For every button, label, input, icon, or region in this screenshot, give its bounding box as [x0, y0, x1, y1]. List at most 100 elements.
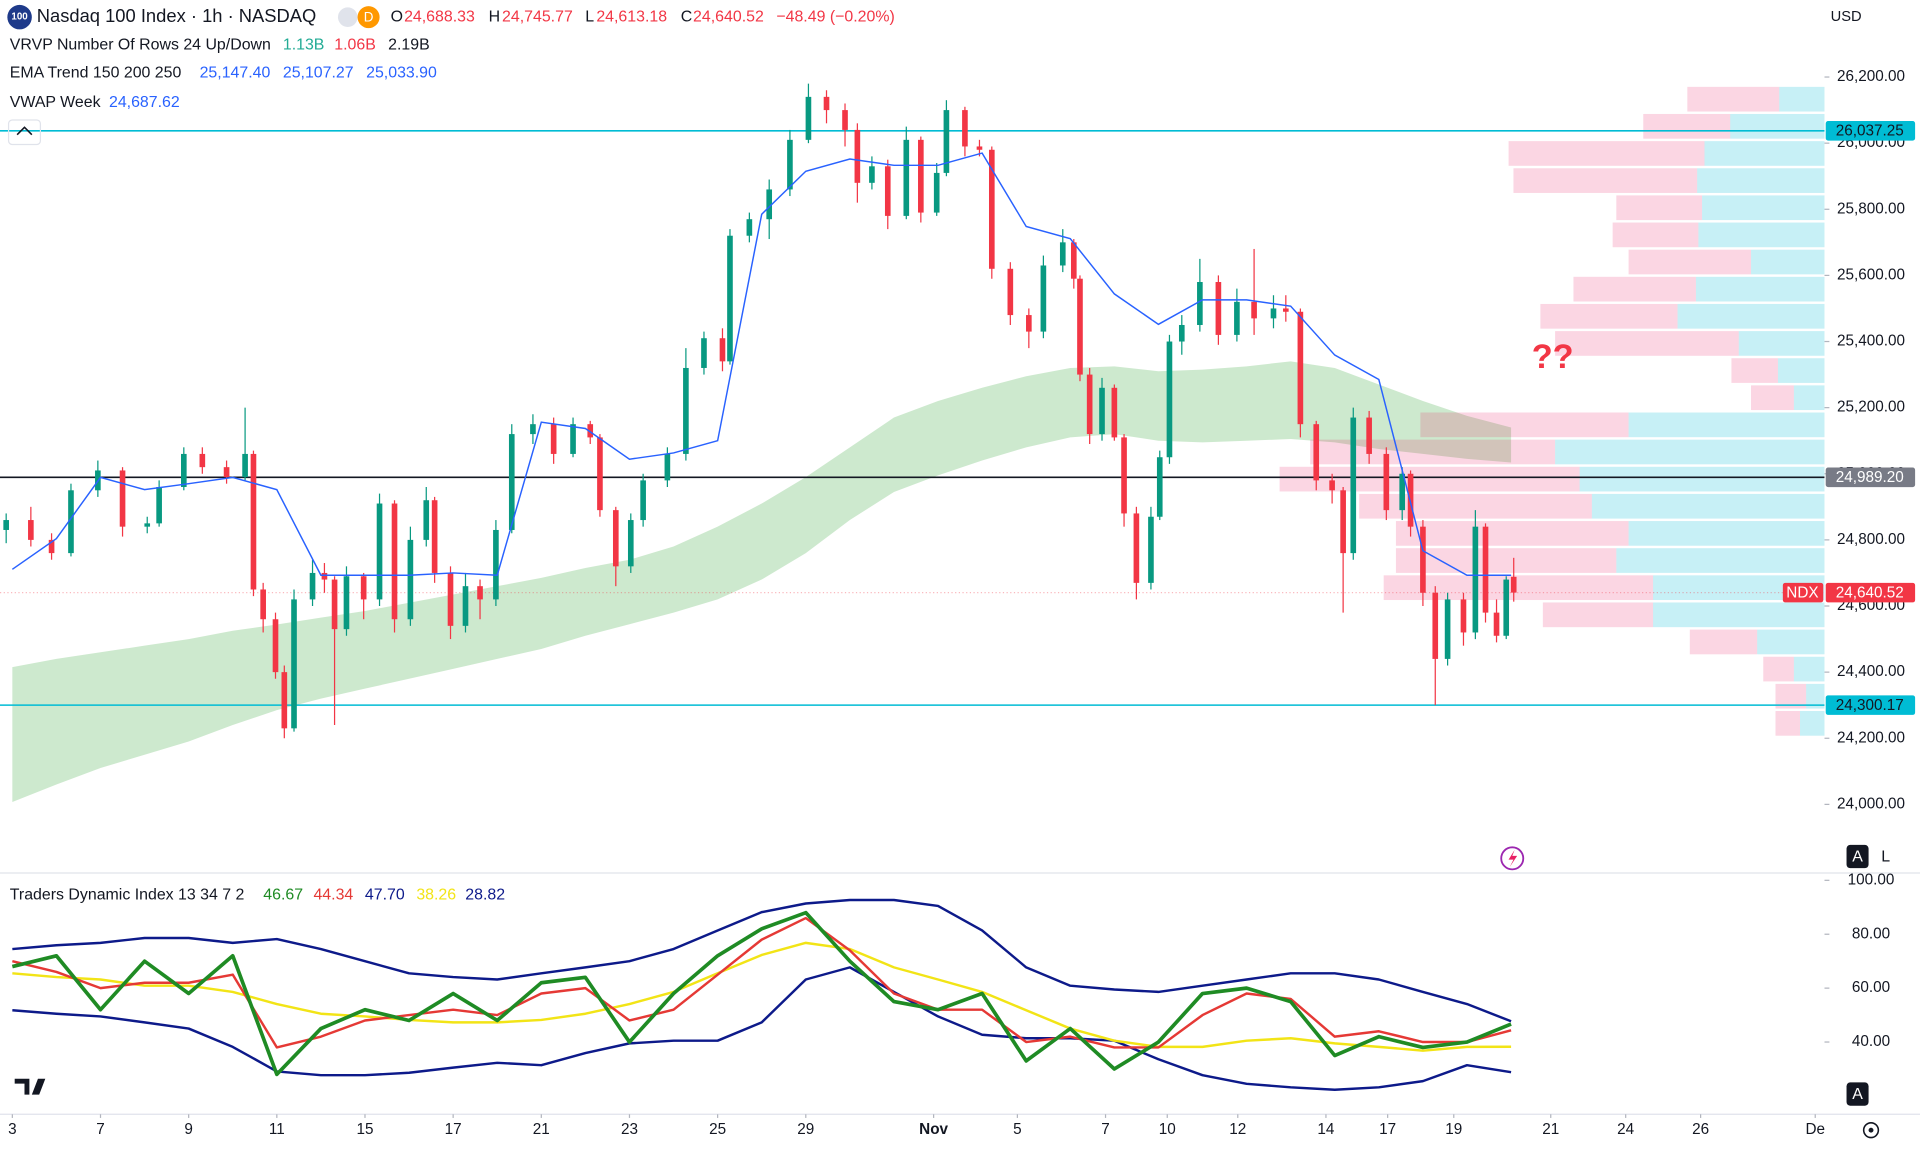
- vrvp-legend: VRVP Number Of Rows 24 Up/Down: [10, 37, 271, 54]
- x-tick-label: 29: [797, 1121, 814, 1138]
- current-tag: NDX: [1786, 584, 1818, 601]
- brand-logo: [14, 1078, 46, 1095]
- profile-down: [1689, 629, 1758, 655]
- candle-body: [627, 520, 634, 567]
- candle-body: [156, 486, 162, 524]
- profile-down: [1751, 385, 1794, 411]
- x-tick-label: 24: [1617, 1121, 1635, 1138]
- y-tick-label: 25,600.00: [1837, 266, 1905, 283]
- log-label[interactable]: L: [1881, 848, 1890, 865]
- ohlc-prefix: O: [391, 8, 403, 25]
- vwap-line: [11, 152, 1512, 577]
- candle-body: [587, 424, 594, 438]
- legend: 100 Nasdaq 100 Index · 1h · NASDAQ D USD…: [7, 4, 1890, 1139]
- profile-up: [1738, 331, 1825, 356]
- profile-up: [1653, 602, 1825, 628]
- profile-up: [1793, 656, 1825, 682]
- x-tick-label: 21: [533, 1121, 550, 1138]
- current-price-bg: [1825, 582, 1916, 603]
- vrvp-legend-value: 2.19B: [388, 37, 430, 54]
- ema-legend-value: 25,147.40: [200, 65, 271, 82]
- profile-up: [1751, 249, 1825, 275]
- profile-down: [1612, 222, 1699, 248]
- x-tick-label: 21: [1542, 1121, 1559, 1138]
- axes: 24,000.0024,200.0024,400.0024,600.0024,8…: [8, 68, 1916, 1138]
- candle-body: [1099, 387, 1105, 435]
- candle-body: [727, 235, 733, 362]
- candle-body: [933, 172, 940, 213]
- settings-icon[interactable]: [1862, 1122, 1880, 1139]
- candle-body: [1148, 516, 1154, 583]
- candle-body: [719, 338, 726, 362]
- x-tick-label: De: [1805, 1121, 1825, 1138]
- profile-down: [1513, 168, 1698, 193]
- profile-down: [1383, 575, 1654, 601]
- candle-body: [701, 338, 707, 368]
- profile-down: [1731, 358, 1778, 383]
- profile-up: [1628, 412, 1825, 438]
- symbol-logo-text: 100: [11, 12, 28, 23]
- candle-body: [943, 110, 950, 173]
- y-tick-label: 26,200.00: [1837, 68, 1905, 85]
- profile-down: [1643, 113, 1731, 139]
- auto-button-tdi[interactable]: [1846, 1082, 1869, 1106]
- collapse-button[interactable]: [7, 119, 42, 146]
- y-tick-label: 100.00: [1848, 871, 1895, 888]
- badge-text: D: [364, 9, 374, 24]
- candle-body: [903, 139, 910, 216]
- candle-body: [376, 503, 383, 600]
- auto-button[interactable]: [1846, 844, 1869, 869]
- ohlc-value: 24,745.77: [502, 8, 573, 25]
- annotation: ??: [1532, 338, 1574, 376]
- currency[interactable]: USD: [1831, 9, 1862, 25]
- y-tick-label: 40.00: [1852, 1033, 1890, 1050]
- auto-label[interactable]: A: [1852, 848, 1863, 865]
- candle-body: [407, 539, 414, 620]
- profile-up: [1779, 86, 1825, 112]
- profile-up: [1591, 493, 1825, 519]
- x-tick-label: 19: [1445, 1121, 1462, 1138]
- current-price-label: 24,640.52: [1836, 584, 1904, 601]
- tdi-legend-value: 44.34: [313, 886, 353, 903]
- tdi-pane: [11, 898, 1512, 1091]
- auto-label-tdi[interactable]: A: [1852, 1086, 1863, 1103]
- x-tick-label: 7: [1101, 1121, 1110, 1138]
- candle-body: [1366, 417, 1372, 454]
- profile-down: [1573, 276, 1696, 302]
- status-pill: [337, 7, 358, 27]
- profile-up: [1555, 439, 1825, 465]
- collapse-icon[interactable]: [16, 126, 33, 136]
- candle-body: [343, 576, 350, 630]
- profile-down: [1763, 656, 1794, 682]
- profile-down: [1420, 412, 1629, 438]
- candle-body: [787, 139, 793, 190]
- candle-body: [1234, 301, 1240, 335]
- candle-body: [477, 586, 483, 600]
- candle-body: [869, 166, 875, 183]
- candle-body: [360, 576, 367, 600]
- lightning-icon[interactable]: [1500, 846, 1525, 871]
- profile-up: [1730, 113, 1825, 139]
- candle-body: [1432, 592, 1439, 659]
- profile-up: [1697, 168, 1825, 193]
- profile-down: [1555, 331, 1739, 356]
- candle-body: [1444, 599, 1451, 659]
- candle-body: [1007, 268, 1014, 316]
- x-tick-label: 11: [269, 1121, 285, 1138]
- candle-body: [805, 96, 812, 140]
- candle-body: [640, 480, 646, 521]
- x-tick-label: 23: [621, 1121, 638, 1138]
- candle-body: [683, 367, 689, 454]
- candle-body: [766, 189, 773, 220]
- candle-body: [321, 572, 328, 580]
- tdi-legend: Traders Dynamic Index 13 34 7 2: [10, 886, 245, 903]
- candle-body: [48, 539, 55, 554]
- y-tick-label: 60.00: [1852, 979, 1890, 996]
- ohlc-value: 24,613.18: [596, 8, 667, 25]
- tdi-line: [12, 966, 1512, 1091]
- tdi-legend-value: 28.82: [465, 886, 505, 903]
- candle-body: [1215, 282, 1222, 335]
- profile-up: [1628, 521, 1825, 546]
- ema-legend-value: 25,033.90: [366, 65, 437, 82]
- x-tick-label: 15: [356, 1121, 373, 1138]
